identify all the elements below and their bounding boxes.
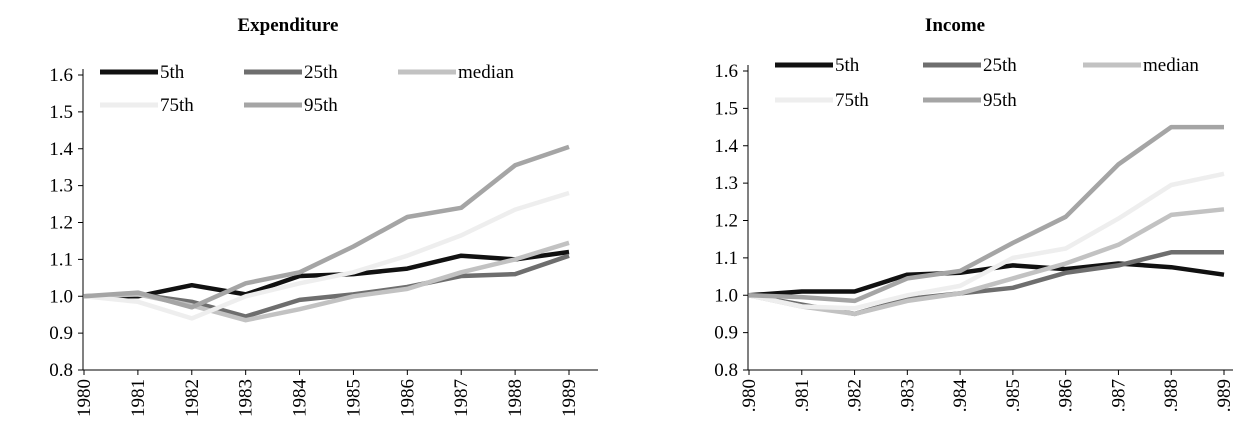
expenditure-x-tick-label: 1982 <box>182 379 203 417</box>
income-chart-title: Income <box>925 15 985 36</box>
income-y-tick-label: 1.3 <box>714 173 738 194</box>
income-y-tick-label: 1.4 <box>714 136 738 157</box>
income-x-tick-label: .989 <box>1214 379 1235 412</box>
expenditure-legend-label-5th: 5th <box>160 62 185 83</box>
expenditure-legend-label-25th: 25th <box>304 62 338 83</box>
income-series-line-75th <box>748 171 1225 311</box>
income-y-tick-label: 1.1 <box>714 248 738 269</box>
expenditure-y-tick-label: 0.8 <box>49 360 73 381</box>
expenditure-x-tick-label: 1983 <box>236 379 257 417</box>
expenditure-y-tick-label: 1.3 <box>49 176 73 197</box>
expenditure-chart: Expenditure 0.8 0.9 1.0 1.1 1.2 1.3 1.4 1.5 1.6 1… <box>49 15 598 417</box>
expenditure-y-tick-label: 1.2 <box>49 213 73 234</box>
expenditure-series-line-75th <box>83 190 570 321</box>
expenditure-x-tick-label: 1985 <box>343 379 364 417</box>
income-x-tick-label: .981 <box>792 379 813 412</box>
income-legend-label-5th: 5th <box>835 55 860 76</box>
income-y-tick-label: 1.6 <box>714 61 738 82</box>
income-legend-label-median: median <box>1143 55 1199 76</box>
expenditure-y-tick-label: 0.9 <box>49 323 73 344</box>
expenditure-series-line-95th <box>83 144 570 310</box>
income-y-tick-label: 0.9 <box>714 323 738 344</box>
income-legend-label-75th: 75th <box>835 90 869 111</box>
income-series-line-median <box>748 207 1225 317</box>
expenditure-y-tick-label: 1.1 <box>49 249 73 270</box>
income-x-tick-label: .980 <box>739 379 760 412</box>
expenditure-legend-label-75th: 75th <box>160 95 194 116</box>
income-y-tick-label: 1.5 <box>714 98 738 119</box>
expenditure-series-line-5th <box>84 249 570 299</box>
expenditure-x-tick-label: 1984 <box>290 379 311 418</box>
income-y-tick-label: 0.8 <box>714 360 738 381</box>
expenditure-x-tick-label: 1980 <box>74 379 95 417</box>
expenditure-x-tick-label: 1988 <box>505 379 526 417</box>
income-series-line-5th <box>748 261 1225 298</box>
income-chart: Income 0.8 0.9 1.0 1.1 1.2 1.3 1.4 1.5 1.6 .980 .9… <box>714 15 1235 412</box>
expenditure-y-tick-label: 1.6 <box>49 65 73 86</box>
expenditure-legend-label-median: median <box>458 62 514 83</box>
expenditure-legend-label-95th: 95th <box>304 95 338 116</box>
income-x-tick-label: .988 <box>1161 379 1182 412</box>
income-series-line-25th <box>748 250 1224 317</box>
income-series-line-95th <box>748 124 1224 304</box>
expenditure-x-tick-label: 1987 <box>451 379 472 417</box>
income-x-tick-label: .985 <box>1003 379 1024 412</box>
income-x-tick-label: .984 <box>950 379 971 413</box>
income-x-tick-label: .982 <box>845 379 866 412</box>
expenditure-chart-title: Expenditure <box>237 15 338 36</box>
expenditure-y-tick-label: 1.0 <box>49 286 73 307</box>
income-legend-label-95th: 95th <box>983 90 1017 111</box>
income-x-tick-label: .986 <box>1056 379 1077 412</box>
income-y-tick-label: 1.0 <box>714 285 738 306</box>
income-y-tick-label: 1.2 <box>714 211 738 232</box>
expenditure-x-tick-label: 1981 <box>128 379 149 417</box>
expenditure-y-tick-label: 1.4 <box>49 139 73 160</box>
income-legend-label-25th: 25th <box>983 55 1017 76</box>
income-x-tick-label: .987 <box>1108 379 1129 412</box>
expenditure-x-tick-label: 1986 <box>397 379 418 417</box>
expenditure-y-tick-label: 1.5 <box>49 102 73 123</box>
expenditure-x-tick-label: 1989 <box>559 379 580 417</box>
income-x-tick-label: .983 <box>897 379 918 412</box>
